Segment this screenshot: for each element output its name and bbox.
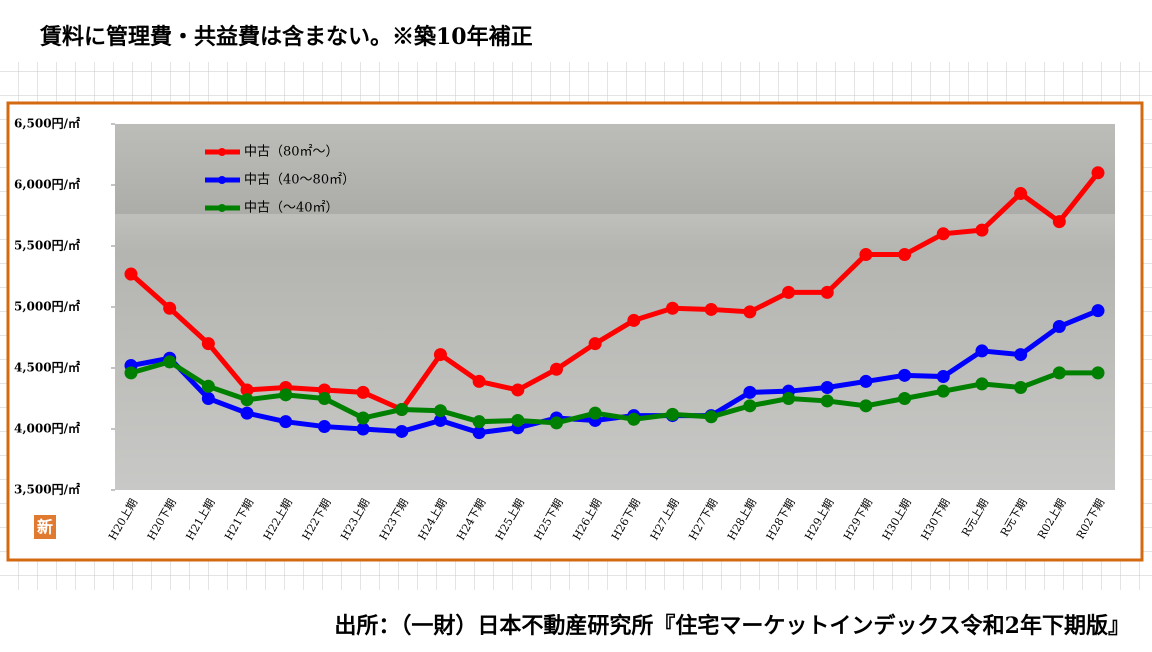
data-point: [782, 392, 796, 405]
data-point: [627, 412, 641, 426]
data-point: [549, 362, 563, 376]
data-point: [1052, 320, 1066, 334]
header-title: 賃料に管理費・共益費は含まない。※築10年補正: [39, 24, 533, 50]
data-point: [124, 267, 138, 281]
data-point: [936, 370, 950, 384]
data-point: [472, 374, 486, 388]
data-point: [240, 383, 254, 397]
data-point: [743, 385, 757, 399]
data-point: [201, 379, 215, 393]
data-point: [163, 355, 177, 369]
plot-background: [115, 124, 1115, 490]
data-point: [511, 413, 525, 427]
data-point: [395, 424, 409, 438]
footer-band: [0, 590, 1152, 648]
data-point: [898, 368, 912, 382]
data-point: [1052, 215, 1066, 229]
data-point: [936, 384, 950, 398]
data-point: [279, 415, 293, 429]
data-point: [356, 422, 370, 436]
data-point: [395, 402, 409, 416]
data-point: [163, 301, 177, 315]
data-point: [1014, 187, 1028, 201]
data-point: [859, 399, 873, 413]
badge-box: [34, 515, 56, 539]
data-point: [1014, 348, 1028, 362]
y-tick-label: 6,000円/㎡: [14, 177, 80, 192]
data-point: [1052, 366, 1066, 380]
source-note: 出所：（一財）日本不動産研究所『住宅マーケットインデックス令和2年下期版』: [334, 613, 1130, 639]
data-point: [1091, 166, 1105, 180]
data-point: [472, 426, 486, 440]
badge: 新: [37, 518, 53, 537]
data-point: [433, 348, 447, 362]
legend-label: 中古（80㎡～）: [244, 145, 339, 160]
data-point: [704, 410, 718, 424]
y-tick-label: 6,500円/㎡: [14, 116, 80, 131]
data-point: [433, 404, 447, 418]
data-point: [240, 393, 254, 407]
data-point: [201, 392, 215, 405]
data-point: [666, 407, 680, 421]
data-point: [743, 399, 757, 413]
legend-label: 中古（～40㎡）: [244, 201, 339, 216]
legend-marker: [218, 176, 226, 184]
data-point: [859, 374, 873, 388]
data-point: [1091, 304, 1105, 318]
data-point: [898, 248, 912, 262]
data-point: [472, 415, 486, 429]
data-point: [511, 383, 525, 397]
data-point: [782, 285, 796, 299]
data-point: [588, 406, 602, 420]
data-point: [975, 223, 989, 237]
data-point: [433, 413, 447, 427]
data-point: [975, 344, 989, 358]
data-point: [317, 420, 331, 434]
photo-overpass: [115, 124, 1115, 214]
data-point: [859, 248, 873, 262]
data-point: [317, 392, 331, 405]
data-point: [124, 366, 138, 380]
data-point: [240, 406, 254, 420]
y-tick-label: 4,000円/㎡: [14, 421, 80, 436]
data-point: [704, 302, 718, 316]
data-point: [936, 227, 950, 241]
data-point: [201, 337, 215, 351]
header-band: [0, 0, 1152, 62]
data-point: [975, 377, 989, 391]
legend-marker: [218, 204, 226, 212]
data-point: [588, 337, 602, 351]
data-point: [356, 411, 370, 425]
data-point: [627, 313, 641, 327]
y-tick-label: 5,500円/㎡: [14, 238, 80, 253]
data-point: [820, 394, 834, 408]
legend-label: 中古（40～80㎡）: [244, 173, 355, 188]
y-tick-label: 4,500円/㎡: [14, 360, 80, 375]
data-point: [666, 301, 680, 315]
data-point: [356, 385, 370, 399]
y-tick-label: 5,000円/㎡: [14, 299, 80, 314]
y-tick-label: 3,500円/㎡: [14, 482, 80, 497]
data-point: [549, 416, 563, 430]
data-point: [820, 285, 834, 299]
legend-marker: [218, 148, 226, 156]
data-point: [820, 381, 834, 395]
data-point: [1014, 381, 1028, 395]
data-point: [279, 388, 293, 402]
data-point: [898, 392, 912, 405]
data-point: [743, 305, 757, 319]
data-point: [1091, 366, 1105, 380]
